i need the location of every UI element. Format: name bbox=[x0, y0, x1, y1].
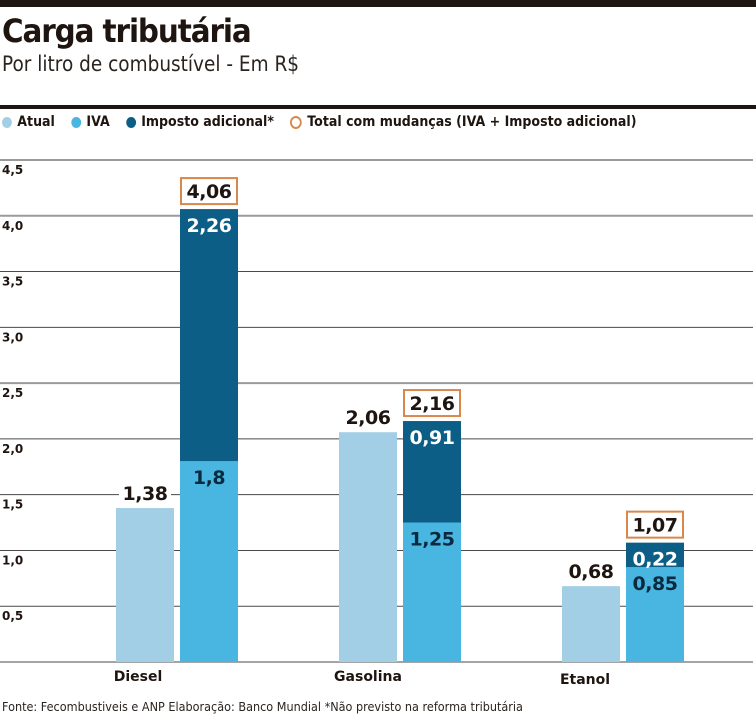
legend-ring-total-icon bbox=[290, 115, 302, 129]
data-label-total: 2,16 bbox=[410, 393, 455, 415]
legend: Atual IVA Imposto adicional* Total com m… bbox=[2, 114, 653, 130]
y-tick-label: 0,5 bbox=[2, 609, 23, 623]
header-divider bbox=[0, 105, 756, 109]
data-label-atual: 0,68 bbox=[569, 561, 614, 583]
y-tick-label: 2,5 bbox=[2, 386, 23, 400]
top-border bbox=[0, 0, 756, 7]
chart-title: Carga tributária bbox=[2, 12, 252, 50]
data-label-iva: 0,85 bbox=[633, 573, 678, 595]
data-labels: 1,38 1,8 2,26 4,06 2,06 1,25 0,91 2,16 0,68 0,850… bbox=[119, 177, 684, 595]
total-label-box bbox=[180, 177, 238, 206]
legend-label-atual: Atual bbox=[17, 114, 55, 130]
y-tick-label: 2,0 bbox=[2, 442, 23, 456]
x-tick-label: Diesel bbox=[114, 669, 163, 685]
y-tick-label: 4,0 bbox=[2, 219, 23, 233]
data-label-iva: 1,8 bbox=[193, 467, 225, 489]
chart-subtitle: Por litro de combustível - Em R$ bbox=[2, 52, 300, 76]
bar-atual bbox=[116, 508, 174, 662]
legend-dot-imposto-adicional-icon bbox=[125, 116, 136, 128]
bar-iva bbox=[403, 522, 461, 662]
legend-item-iva: IVA bbox=[71, 114, 110, 130]
data-label-atual: 2,06 bbox=[346, 407, 391, 429]
bar-atual bbox=[562, 586, 620, 662]
data-label-imposto-adicional: 2,26 bbox=[187, 215, 232, 237]
data-label-total: 1,07 bbox=[633, 515, 678, 537]
total-label-box bbox=[626, 510, 684, 539]
y-tick-label: 1,5 bbox=[2, 498, 23, 512]
bar-atual bbox=[339, 432, 397, 662]
data-label-atual: 1,38 bbox=[123, 483, 168, 505]
y-tick-label: 3,5 bbox=[2, 275, 23, 289]
y-tick-label: 3,0 bbox=[2, 330, 23, 344]
legend-dot-iva-icon bbox=[71, 116, 81, 128]
total-label-box bbox=[403, 389, 461, 418]
bar-iva bbox=[626, 567, 684, 662]
source-note: Fonte: Fecombustiveis e ANP Elaboração: … bbox=[2, 699, 523, 714]
y-axis-ticks: 0,5 1,0 1,5 2,0 2,5 3,0 3,5 4,0 4,5 bbox=[2, 163, 23, 623]
legend-item-total: Total com mudanças (IVA + Imposto adicio… bbox=[290, 114, 636, 130]
x-tick-label: Gasolina bbox=[334, 669, 402, 685]
x-tick-label: Etanol bbox=[560, 672, 610, 688]
bar-imposto-adicional bbox=[626, 542, 684, 568]
legend-label-iva: IVA bbox=[86, 114, 110, 130]
legend-dot-atual-icon bbox=[2, 116, 12, 128]
label-background bbox=[119, 481, 171, 504]
y-tick-label: 4,5 bbox=[2, 163, 23, 177]
data-label-imposto-adicional: 0,91 bbox=[410, 427, 455, 449]
bar-iva bbox=[180, 461, 238, 662]
data-label-imposto-adicional: 0,22 bbox=[633, 549, 678, 571]
bar-imposto-adicional bbox=[180, 209, 238, 462]
data-label-iva: 1,25 bbox=[410, 529, 455, 551]
legend-item-atual: Atual bbox=[2, 114, 55, 130]
y-tick-label: 1,0 bbox=[2, 553, 23, 567]
legend-item-imposto-adicional: Imposto adicional* bbox=[125, 114, 274, 130]
legend-label-imposto-adicional: Imposto adicional* bbox=[141, 114, 274, 130]
label-background bbox=[342, 405, 394, 428]
bar-imposto-adicional bbox=[403, 421, 461, 523]
x-axis-ticks: Diesel Gasolina Etanol bbox=[114, 669, 610, 688]
data-label-total: 4,06 bbox=[187, 181, 232, 203]
bars bbox=[116, 209, 684, 662]
label-background bbox=[565, 559, 617, 582]
legend-label-total: Total com mudanças (IVA + Imposto adicio… bbox=[307, 114, 637, 130]
